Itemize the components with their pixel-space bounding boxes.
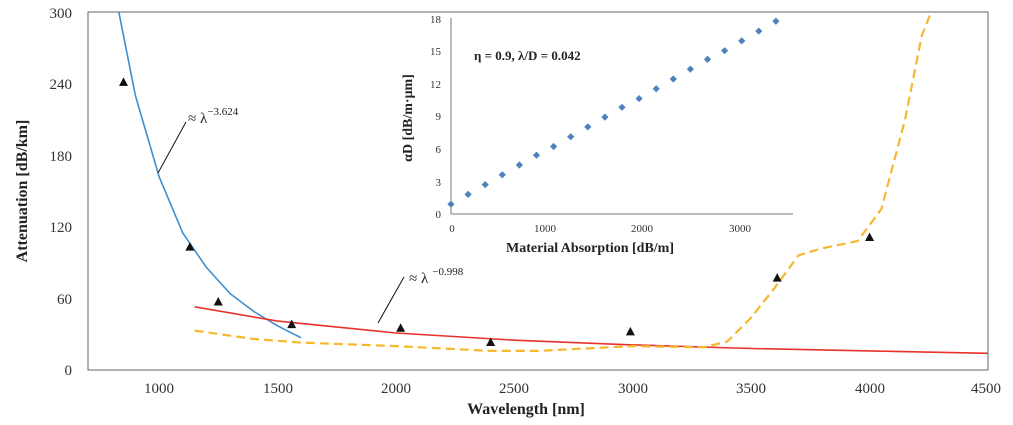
- inset-x-tick-label: 1000: [534, 223, 557, 235]
- main-y-tick-label: 240: [50, 77, 73, 93]
- inset-y-tick-label: 6: [436, 144, 442, 156]
- inset-data-point: [669, 75, 677, 83]
- main-x-ticks: 1000 1500 2000 2500 3000 3500 4000 4500: [144, 381, 1001, 397]
- inset-data-point: [481, 181, 489, 189]
- inset-y-axis-title: αD [dB/m·μm]: [401, 74, 416, 162]
- main-x-tick-label: 1500: [263, 381, 293, 397]
- inset-data-point: [703, 55, 712, 63]
- inset-data-point: [618, 103, 626, 111]
- inset-data-point: [686, 65, 694, 73]
- measurement-marker: [213, 296, 223, 306]
- main-y-ticks: 0 60 120 180 240 300: [50, 6, 73, 379]
- series-line-1: [194, 306, 989, 355]
- red-fit-annotation-exponent: −0.998: [432, 266, 463, 278]
- measurement-marker: [625, 326, 635, 336]
- inset-x-tick-label: 0: [449, 223, 455, 235]
- inset-data-point: [447, 200, 455, 208]
- inset-data-point: [567, 133, 575, 141]
- red-fit-annotation-base: ≈ λ: [409, 271, 429, 287]
- measurement-marker: [287, 319, 297, 329]
- measurement-marker: [185, 242, 195, 251]
- main-x-tick-label: 4500: [971, 381, 1001, 397]
- main-y-axis-title: Attenuation [dB/km]: [14, 120, 31, 263]
- main-y-tick-label: 120: [50, 220, 73, 236]
- main-x-axis-title: Wavelength [nm]: [467, 401, 585, 418]
- main-x-tick-label: 4000: [855, 381, 885, 397]
- inset-data-point: [550, 142, 558, 151]
- main-x-tick-label: 3500: [736, 381, 766, 397]
- blue-fit-annotation-base: ≈ λ: [188, 111, 208, 127]
- inset-plot-background: [451, 18, 793, 214]
- main-x-tick-label: 2500: [499, 381, 529, 397]
- main-x-tick-label: 1000: [144, 381, 174, 397]
- inset-data-point: [738, 37, 746, 45]
- inset-marker-group: [447, 17, 780, 208]
- inset-data-point: [772, 17, 780, 25]
- inset-data-point: [532, 151, 541, 159]
- inset-data-point: [584, 123, 592, 131]
- main-y-tick-label: 180: [50, 149, 73, 165]
- inset-data-point: [635, 94, 643, 103]
- main-y-tick-label: 300: [50, 6, 73, 22]
- main-plot: 1000 1500 2000 2500 3000 3500 4000 4500 …: [14, 6, 1001, 418]
- measurement-marker: [865, 232, 875, 242]
- inset-x-axis-title: Material Absorption [dB/m]: [506, 241, 674, 256]
- main-y-tick-label: 0: [65, 363, 73, 379]
- inset-data-point: [464, 190, 472, 198]
- inset-data-point: [652, 85, 660, 93]
- inset-y-tick-label: 15: [430, 46, 442, 58]
- inset-y-ticks: 0 3 6 9 12 15 18: [430, 14, 442, 221]
- inset-y-tick-label: 9: [436, 111, 442, 123]
- main-y-tick-label: 60: [57, 292, 72, 308]
- inset-parameter-annotation: η = 0.9, λ/D = 0.042: [474, 48, 581, 63]
- main-series-group: [118, 11, 989, 355]
- measurement-marker: [486, 337, 496, 347]
- series-line-0: [118, 11, 302, 339]
- blue-fit-annotation-exponent: −3.624: [207, 106, 238, 118]
- measurement-marker: [119, 77, 129, 86]
- blue-fit-leader-line: [157, 121, 187, 174]
- inset-y-tick-label: 3: [436, 177, 442, 189]
- inset-x-tick-label: 3000: [729, 223, 752, 235]
- red-fit-leader-line: [377, 276, 405, 324]
- inset-data-point: [721, 47, 729, 55]
- inset-y-tick-label: 12: [430, 79, 441, 91]
- measurement-marker: [772, 273, 782, 282]
- red-fit-annotation: ≈ λ −0.998: [409, 266, 464, 287]
- inset-data-point: [601, 113, 609, 121]
- inset-data-point: [515, 161, 523, 169]
- blue-fit-annotation: ≈ λ−3.624: [188, 106, 239, 127]
- inset-data-point: [755, 27, 763, 35]
- inset-data-point: [498, 171, 506, 179]
- measurement-marker: [396, 323, 406, 332]
- inset-y-tick-label: 0: [436, 209, 442, 221]
- inset-x-ticks: 0 1000 2000 3000: [449, 223, 751, 235]
- main-marker-group: [119, 77, 875, 347]
- main-plot-frame: [87, 11, 989, 371]
- main-x-tick-label: 3000: [618, 381, 648, 397]
- series-line-2: [194, 11, 933, 352]
- main-x-tick-label: 2000: [381, 381, 411, 397]
- inset-plot: 0 1000 2000 3000 0 3 6 9 12 15 18 Materi…: [401, 14, 793, 256]
- inset-y-tick-label: 18: [430, 14, 442, 26]
- inset-x-tick-label: 2000: [631, 223, 654, 235]
